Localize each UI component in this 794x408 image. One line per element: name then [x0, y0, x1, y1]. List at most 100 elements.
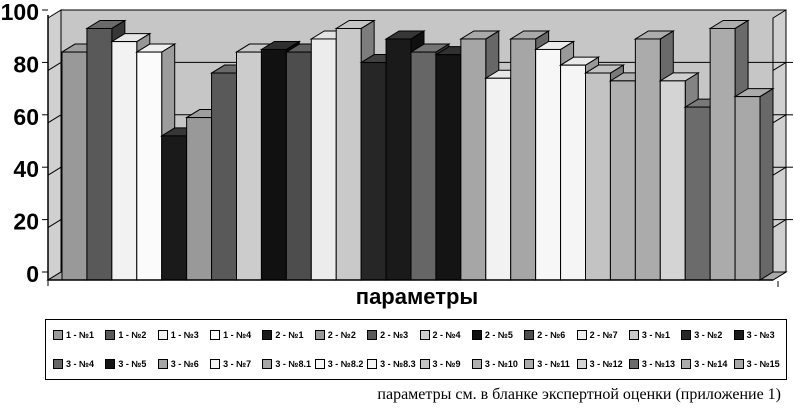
legend-item: 3 - №6	[157, 359, 210, 370]
bar-6	[186, 117, 213, 281]
legend-label: 3 - №8.3	[380, 359, 416, 370]
legend-label: 3 - №13	[641, 359, 675, 370]
bar-12	[335, 27, 362, 281]
legend-item: 1 - №1	[53, 329, 105, 340]
legend-swatch	[53, 329, 63, 340]
legend-label: 3 - №15	[746, 359, 780, 370]
gridline-left-wall	[47, 219, 62, 229]
bar-1	[61, 51, 88, 281]
legend-item: 3 - №4	[53, 359, 105, 370]
legend-label: 3 - №8.2	[327, 359, 364, 370]
legend-label: 2 - №5	[484, 329, 513, 340]
legend-label: 1 - №1	[66, 329, 95, 340]
legend-swatch	[262, 329, 273, 340]
legend-label: 3 - №10	[484, 359, 518, 370]
bar-13	[360, 62, 387, 281]
chart-legend: 1 - №1 1 - №2 1 - №3 1 - №4 2 - №1 2 - №2 2 - …	[45, 319, 787, 380]
legend-swatch	[262, 359, 273, 370]
legend-item: 3 - №2	[681, 329, 733, 340]
legend-label: 3 - №11	[537, 359, 570, 370]
legend-item: 3 - №13	[628, 359, 681, 370]
legend-item: 2 - №5	[471, 329, 524, 340]
legend-swatch	[53, 359, 63, 370]
legend-swatch	[314, 329, 325, 340]
legend-item: 2 - №6	[524, 329, 576, 340]
y-axis-tick-label: 0	[26, 261, 39, 287]
bar-5	[161, 135, 188, 281]
legend-swatch	[367, 359, 378, 370]
bar-15	[410, 51, 437, 281]
bar-28	[734, 96, 761, 281]
legend-label: 3 - №2	[694, 329, 723, 340]
legend-item: 3 - №9	[419, 359, 472, 370]
gridline-left-wall	[47, 166, 62, 176]
legend-swatch	[524, 329, 535, 340]
bar-side-28	[759, 87, 774, 281]
gridline-left-wall	[47, 61, 62, 71]
bar-10	[285, 51, 312, 281]
legend-item: 3 - №8.1	[262, 359, 314, 370]
legend-item: 3 - №1	[628, 329, 681, 340]
bar-18	[485, 77, 512, 281]
bar-21	[560, 64, 586, 281]
legend-item: 3 - №15	[733, 359, 786, 370]
bar-23	[609, 80, 636, 281]
legend-swatch	[471, 329, 482, 340]
bar-8	[236, 51, 262, 281]
legend-item: 3 - №14	[681, 359, 733, 370]
legend-swatch	[733, 329, 744, 340]
legend-label: 2 - №3	[380, 329, 409, 340]
legend-label: 3 - №3	[746, 329, 775, 340]
legend-label: 3 - №14	[694, 359, 728, 370]
legend-swatch	[471, 359, 482, 370]
x-axis-title: параметры	[355, 284, 479, 309]
legend-item: 1 - №2	[105, 329, 157, 340]
legend-label: 1 - №4	[223, 329, 252, 340]
legend-label: 2 - №4	[432, 329, 461, 340]
legend-item: 1 - №3	[157, 329, 210, 340]
legend-item: 2 - №4	[419, 329, 472, 340]
y-axis-tick-label: 100	[1, 0, 39, 25]
legend-label: 2 - №2	[327, 329, 356, 340]
legend-swatch	[681, 359, 692, 370]
bar-24	[634, 38, 661, 281]
legend-label: 1 - №2	[118, 329, 147, 340]
legend-swatch	[105, 329, 116, 340]
legend-label: 3 - №8.1	[275, 359, 311, 370]
legend-item: 3 - №11	[524, 359, 576, 370]
gridline-right-wall	[772, 114, 787, 124]
legend-label: 3 - №7	[223, 359, 252, 370]
legend-item: 2 - №2	[314, 329, 367, 340]
legend-swatch	[733, 359, 744, 370]
legend-item: 2 - №1	[262, 329, 314, 340]
legend-label: 2 - №6	[537, 329, 566, 340]
gridline-left-wall	[47, 114, 62, 124]
legend-swatch	[628, 359, 639, 370]
legend-item: 3 - №7	[210, 359, 262, 370]
left-wall	[47, 9, 62, 281]
bar-17	[460, 38, 487, 281]
legend-swatch	[628, 329, 639, 340]
legend-item: 3 - №5	[105, 359, 157, 370]
bar-11	[310, 38, 337, 281]
chart-caption: параметры см. в бланке экспертной оценки…	[377, 386, 781, 403]
bar-3	[111, 41, 138, 281]
bar-27	[709, 27, 736, 281]
legend-swatch	[576, 329, 587, 340]
bar-22	[585, 72, 611, 281]
bar-25	[659, 80, 686, 281]
legend-label: 3 - №5	[118, 359, 147, 370]
bar-20	[535, 48, 562, 281]
bar-2	[86, 27, 113, 281]
legend-swatch	[105, 359, 116, 370]
legend-label: 1 - №3	[170, 329, 199, 340]
legend-item: 1 - №4	[210, 329, 262, 340]
bar-19	[510, 38, 537, 281]
legend-swatch	[210, 359, 221, 370]
legend-label: 3 - №12	[589, 359, 623, 370]
legend-label: 3 - №9	[432, 359, 461, 370]
bar-4	[136, 51, 163, 281]
y-axis-tick-label: 40	[13, 156, 39, 182]
legend-item: 3 - №3	[733, 329, 786, 340]
gridline-right-wall	[772, 219, 787, 229]
